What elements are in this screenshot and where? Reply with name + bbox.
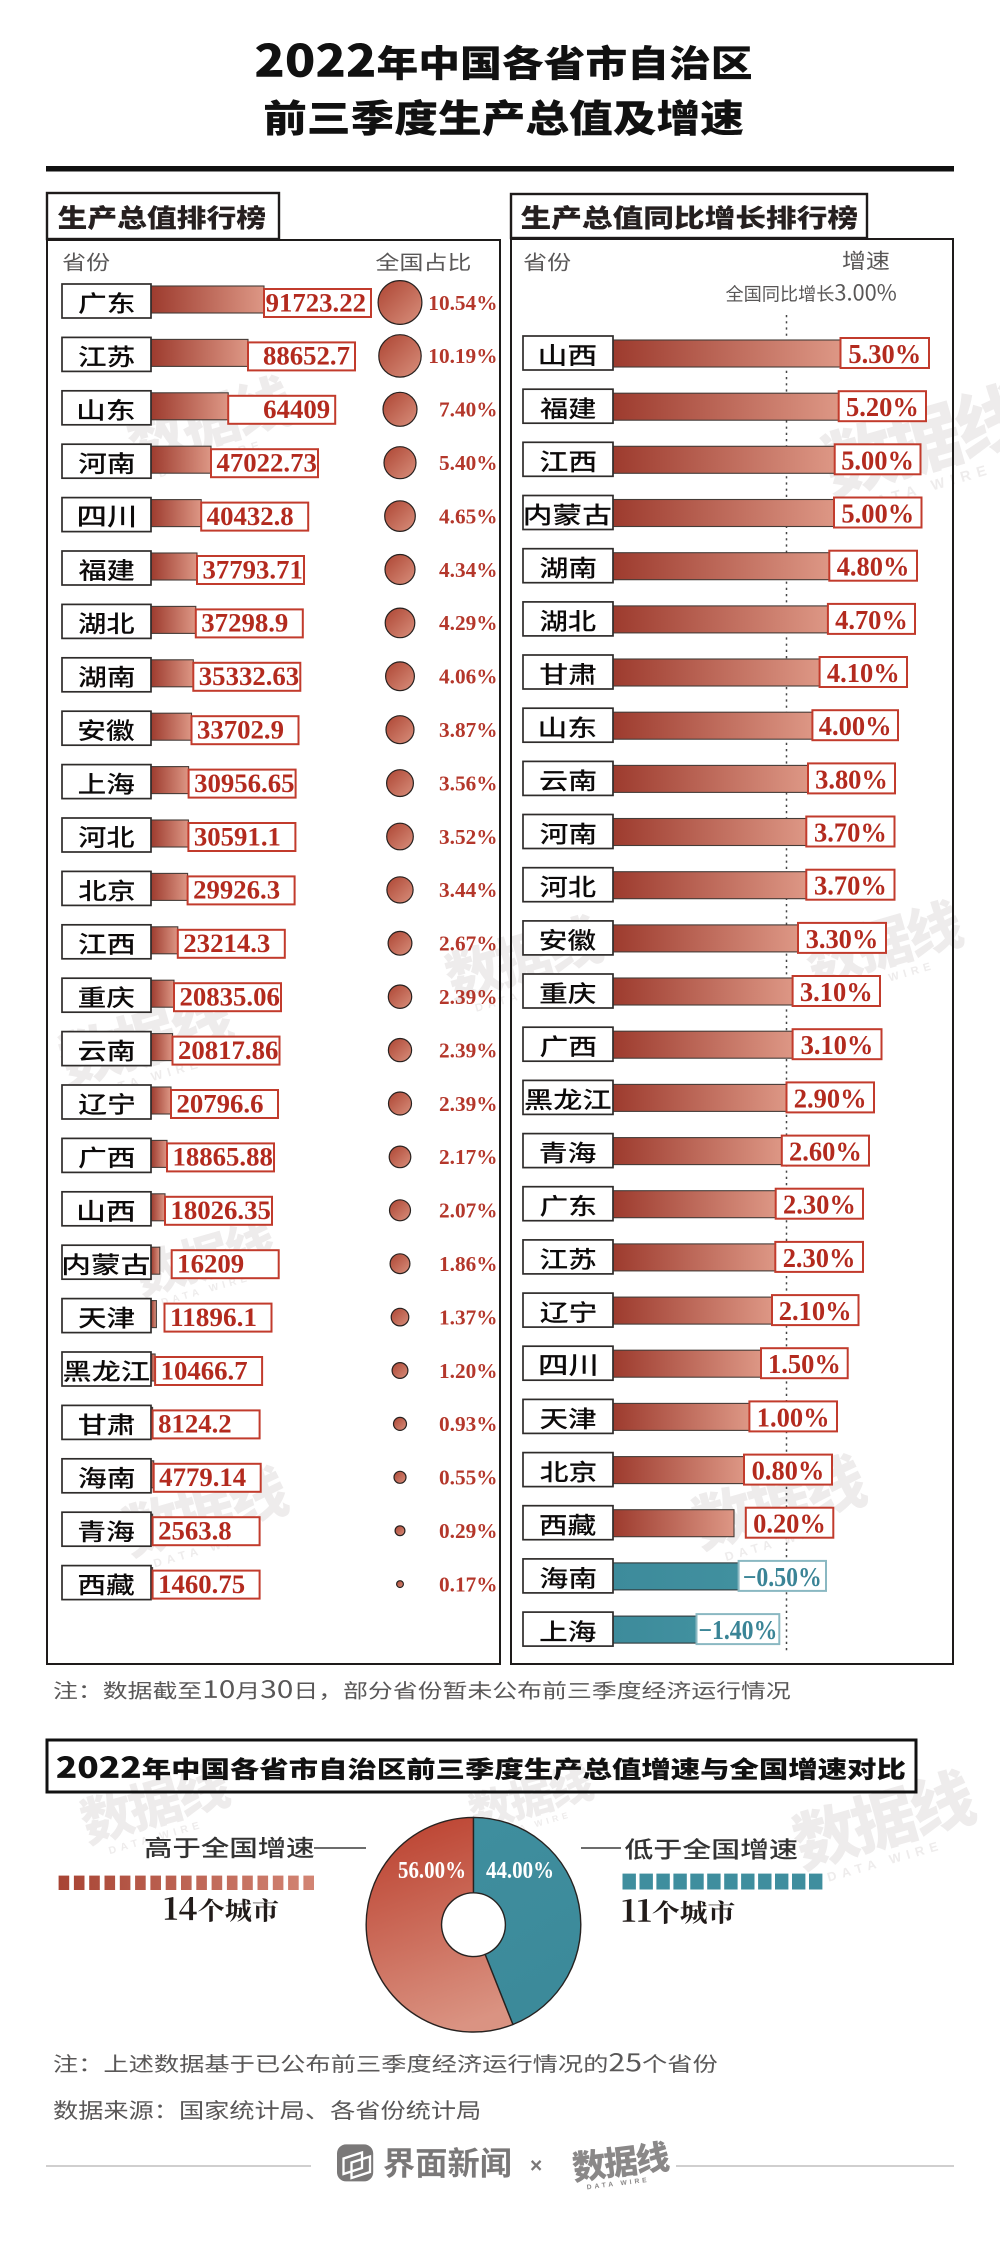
svg-text:2.30%: 2.30% bbox=[783, 1190, 856, 1220]
svg-text:0.80%: 0.80% bbox=[752, 1456, 825, 1486]
svg-text:3.52%: 3.52% bbox=[439, 825, 498, 849]
svg-text:30956.65: 30956.65 bbox=[194, 769, 294, 798]
svg-text:10466.7: 10466.7 bbox=[161, 1356, 248, 1385]
svg-text:3.87%: 3.87% bbox=[439, 718, 498, 742]
svg-text:7.40%: 7.40% bbox=[439, 398, 498, 422]
svg-text:×: × bbox=[530, 2155, 542, 2178]
svg-text:4.80%: 4.80% bbox=[837, 552, 910, 582]
svg-text:4.34%: 4.34% bbox=[439, 558, 498, 582]
svg-text:5.20%: 5.20% bbox=[846, 392, 919, 422]
svg-text:1.86%: 1.86% bbox=[439, 1252, 498, 1276]
svg-text:4.65%: 4.65% bbox=[439, 504, 498, 528]
svg-text:3.10%: 3.10% bbox=[801, 1030, 874, 1060]
svg-text:88652.7: 88652.7 bbox=[263, 342, 350, 371]
svg-text:20835.06: 20835.06 bbox=[180, 983, 280, 1012]
svg-text:4.70%: 4.70% bbox=[835, 605, 908, 635]
svg-text:5.40%: 5.40% bbox=[439, 451, 498, 475]
svg-text:30591.1: 30591.1 bbox=[194, 822, 281, 851]
svg-text:1.00%: 1.00% bbox=[757, 1402, 830, 1432]
svg-text:5.00%: 5.00% bbox=[841, 445, 914, 475]
svg-text:3.70%: 3.70% bbox=[814, 871, 887, 901]
svg-text:0.17%: 0.17% bbox=[439, 1572, 498, 1596]
svg-text:10.19%: 10.19% bbox=[428, 344, 497, 368]
svg-text:91723.22: 91723.22 bbox=[266, 288, 366, 317]
svg-text:20817.86: 20817.86 bbox=[178, 1036, 278, 1065]
svg-text:2.90%: 2.90% bbox=[794, 1083, 867, 1113]
svg-text:64409: 64409 bbox=[263, 395, 330, 424]
svg-text:0.29%: 0.29% bbox=[439, 1519, 498, 1543]
svg-text:3.10%: 3.10% bbox=[800, 977, 873, 1007]
svg-text:18026.35: 18026.35 bbox=[171, 1196, 271, 1225]
svg-text:0.55%: 0.55% bbox=[439, 1466, 498, 1490]
svg-text:2563.8: 2563.8 bbox=[158, 1517, 232, 1546]
svg-text:40432.8: 40432.8 bbox=[207, 502, 294, 531]
svg-text:1.50%: 1.50% bbox=[768, 1349, 841, 1379]
svg-text:16209: 16209 bbox=[177, 1250, 244, 1279]
svg-text:4779.14: 4779.14 bbox=[159, 1463, 246, 1492]
svg-text:1460.75: 1460.75 bbox=[158, 1570, 245, 1599]
svg-text:−0.50%: −0.50% bbox=[743, 1562, 822, 1592]
svg-text:4.10%: 4.10% bbox=[827, 658, 900, 688]
svg-text:4.00%: 4.00% bbox=[819, 711, 892, 741]
svg-text:−1.40%: −1.40% bbox=[698, 1615, 777, 1645]
svg-text:2.39%: 2.39% bbox=[439, 1038, 498, 1062]
svg-text:2.60%: 2.60% bbox=[789, 1137, 862, 1167]
svg-text:0.20%: 0.20% bbox=[753, 1509, 826, 1539]
svg-text:37298.9: 37298.9 bbox=[201, 609, 288, 638]
svg-text:4.06%: 4.06% bbox=[439, 665, 498, 689]
svg-text:0.93%: 0.93% bbox=[439, 1412, 498, 1436]
svg-text:11896.1: 11896.1 bbox=[170, 1303, 257, 1332]
svg-text:37793.71: 37793.71 bbox=[203, 555, 303, 584]
svg-text:29926.3: 29926.3 bbox=[193, 876, 280, 905]
svg-text:10.54%: 10.54% bbox=[428, 291, 497, 315]
svg-text:5.30%: 5.30% bbox=[848, 339, 921, 369]
svg-text:3.80%: 3.80% bbox=[815, 764, 888, 794]
svg-text:1.37%: 1.37% bbox=[439, 1305, 498, 1329]
svg-text:2.07%: 2.07% bbox=[439, 1199, 498, 1223]
svg-text:3.70%: 3.70% bbox=[814, 818, 887, 848]
svg-text:3.56%: 3.56% bbox=[439, 771, 498, 795]
svg-text:2.39%: 2.39% bbox=[439, 1092, 498, 1116]
svg-text:56.00%: 56.00% bbox=[398, 1858, 466, 1884]
svg-text:5.00%: 5.00% bbox=[841, 499, 914, 529]
svg-text:33702.9: 33702.9 bbox=[197, 716, 284, 745]
svg-text:20796.6: 20796.6 bbox=[177, 1089, 264, 1118]
svg-text:2.30%: 2.30% bbox=[783, 1243, 856, 1273]
svg-text:23214.3: 23214.3 bbox=[183, 929, 270, 958]
svg-text:35332.63: 35332.63 bbox=[199, 662, 299, 691]
svg-text:2.10%: 2.10% bbox=[779, 1296, 852, 1326]
svg-text:4.29%: 4.29% bbox=[439, 611, 498, 635]
svg-text:2.39%: 2.39% bbox=[439, 985, 498, 1009]
svg-text:18865.88: 18865.88 bbox=[173, 1143, 273, 1172]
svg-text:1.20%: 1.20% bbox=[439, 1359, 498, 1383]
svg-text:3.44%: 3.44% bbox=[439, 878, 498, 902]
svg-text:2.67%: 2.67% bbox=[439, 932, 498, 956]
svg-text:44.00%: 44.00% bbox=[486, 1858, 554, 1884]
svg-text:3.30%: 3.30% bbox=[806, 924, 879, 954]
svg-text:47022.73: 47022.73 bbox=[217, 449, 317, 478]
svg-text:2.17%: 2.17% bbox=[439, 1145, 498, 1169]
svg-text:8124.2: 8124.2 bbox=[158, 1410, 232, 1439]
